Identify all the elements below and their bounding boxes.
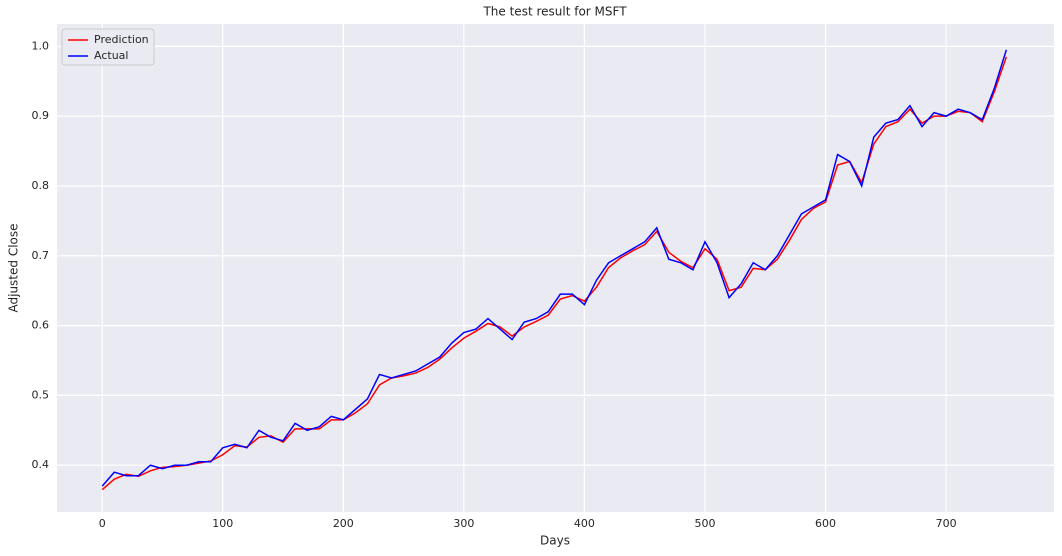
- x-tick-label: 700: [936, 517, 957, 530]
- x-tick-label: 300: [453, 517, 474, 530]
- legend-label: Actual: [94, 49, 128, 62]
- legend-label: Prediction: [94, 33, 149, 46]
- x-tick-label: 400: [574, 517, 595, 530]
- x-axis-label: Days: [540, 534, 570, 548]
- plot-area: [57, 24, 1054, 512]
- series-line: [101, 49, 1008, 487]
- y-tick-label: 0.4: [32, 458, 50, 471]
- x-tick-label: 500: [694, 517, 715, 530]
- y-tick-label: 0.5: [32, 388, 50, 401]
- chart-title: The test result for MSFT: [482, 5, 627, 19]
- y-tick-label: 1.0: [32, 39, 50, 52]
- x-tick-label: 200: [333, 517, 354, 530]
- y-tick-label: 0.8: [32, 179, 50, 192]
- x-tick-label: 600: [815, 517, 836, 530]
- y-tick-label: 0.6: [32, 319, 50, 332]
- y-tick-label: 0.9: [32, 109, 50, 122]
- x-tick-label: 100: [212, 517, 233, 530]
- y-tick-label: 0.7: [32, 249, 50, 262]
- series-line: [101, 56, 1008, 491]
- y-axis-label: Adjusted Close: [7, 223, 21, 312]
- x-tick-label: 0: [99, 517, 106, 530]
